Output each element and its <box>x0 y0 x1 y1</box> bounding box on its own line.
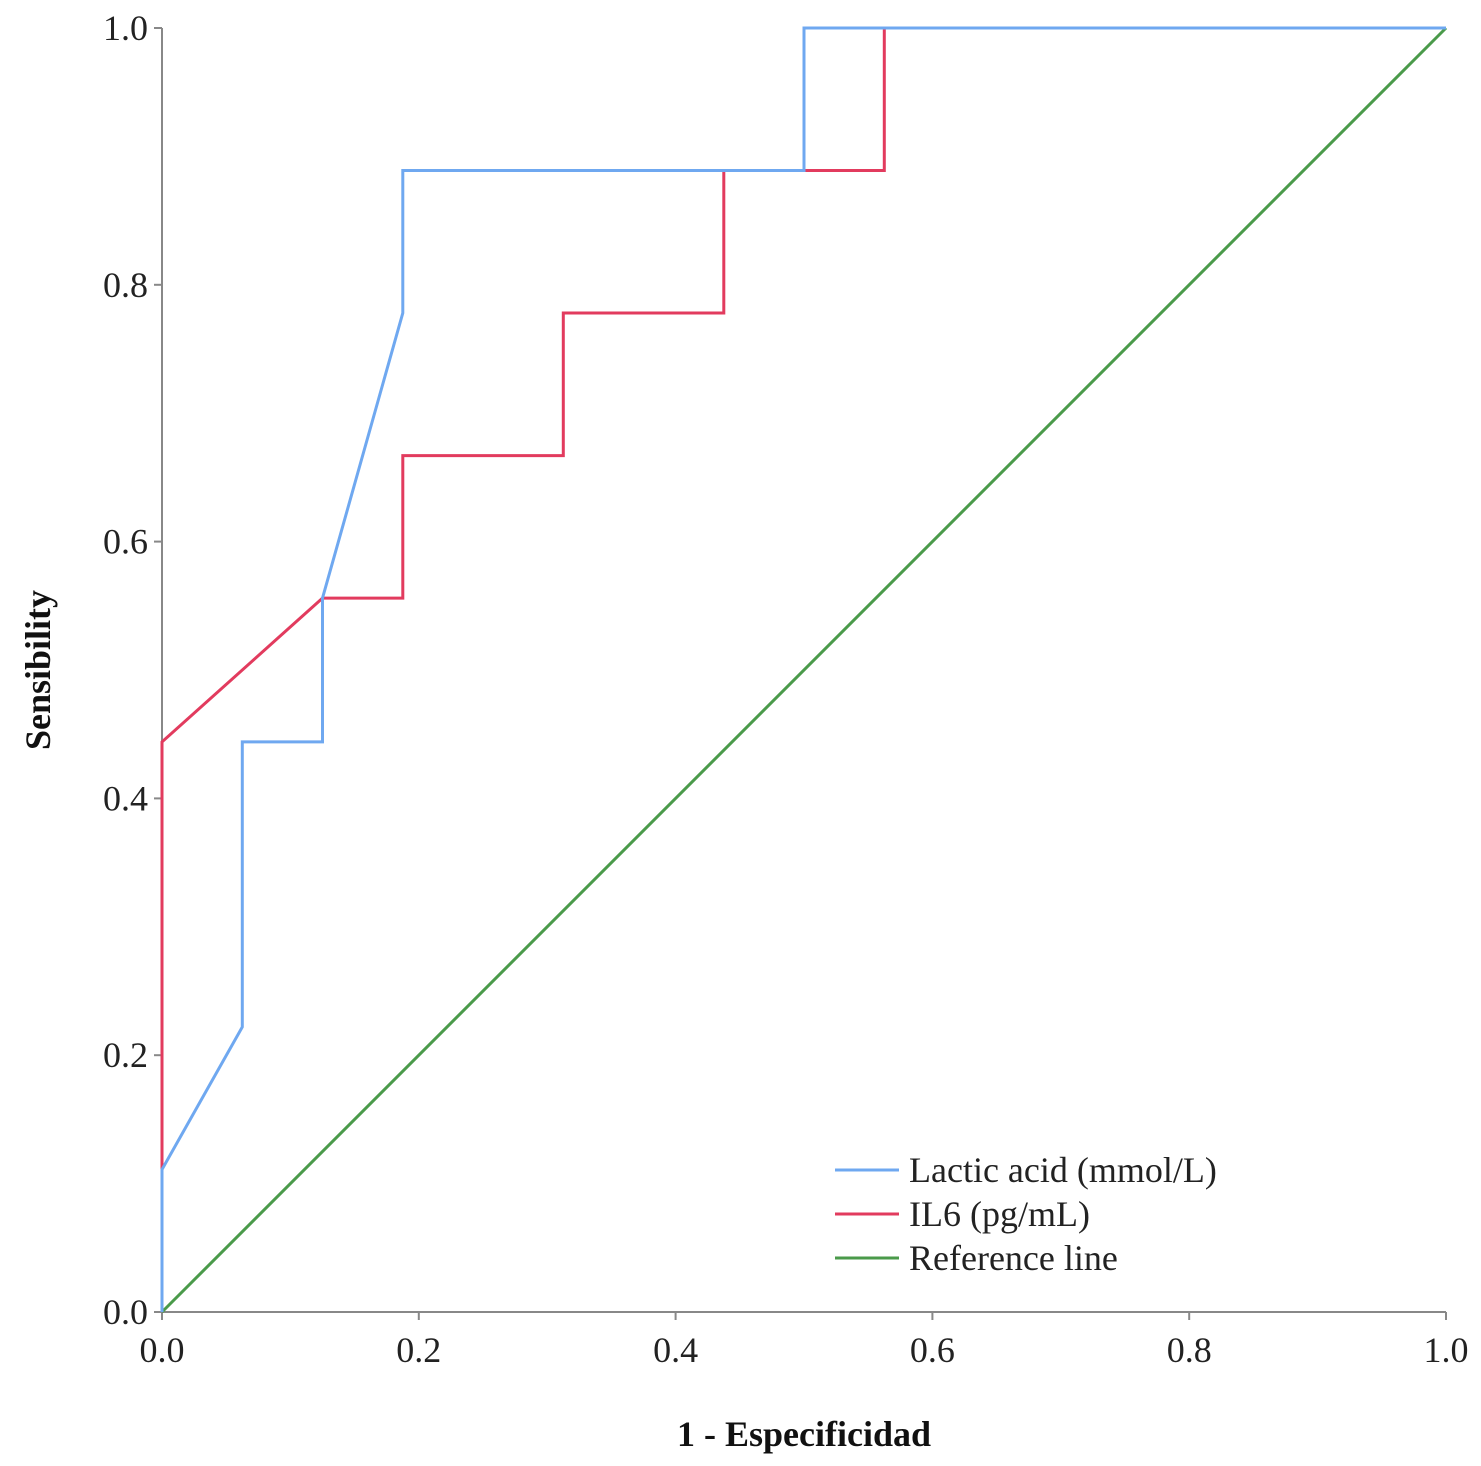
y-tick-label: 0.8 <box>103 265 148 305</box>
series-lines <box>160 26 1448 1314</box>
series-line-reference <box>160 26 1448 1314</box>
legend-label-il6: IL6 (pg/mL) <box>909 1194 1090 1234</box>
x-tick-label: 0.4 <box>653 1330 698 1370</box>
legend: Lactic acid (mmol/L)IL6 (pg/mL)Reference… <box>835 1150 1217 1278</box>
x-tick-label: 0.6 <box>910 1330 955 1370</box>
x-axis-title: 1 - Especificidad <box>677 1414 931 1454</box>
y-tick-label: 0.2 <box>103 1035 148 1075</box>
y-tick-label: 0.6 <box>103 522 148 562</box>
y-tick-label: 0.0 <box>103 1292 148 1332</box>
x-tick-label: 0.8 <box>1167 1330 1212 1370</box>
x-axis-ticks: 0.0 0.2 0.4 0.6 0.8 1.0 <box>140 1312 1469 1370</box>
x-tick-label: 0.0 <box>140 1330 185 1370</box>
series-line-lactic-acid <box>160 26 1446 1312</box>
legend-label-lactic-acid: Lactic acid (mmol/L) <box>909 1150 1217 1190</box>
series-line-il6 <box>160 26 1446 1312</box>
y-tick-label: 1.0 <box>103 8 148 48</box>
y-axis-title: Sensibility <box>18 590 58 750</box>
x-tick-label: 1.0 <box>1424 1330 1469 1370</box>
y-tick-label: 0.4 <box>103 778 148 818</box>
y-axis-ticks: 0.0 0.2 0.4 0.6 0.8 1.0 <box>103 8 162 1332</box>
legend-label-reference: Reference line <box>909 1238 1118 1278</box>
x-tick-label: 0.2 <box>396 1330 441 1370</box>
